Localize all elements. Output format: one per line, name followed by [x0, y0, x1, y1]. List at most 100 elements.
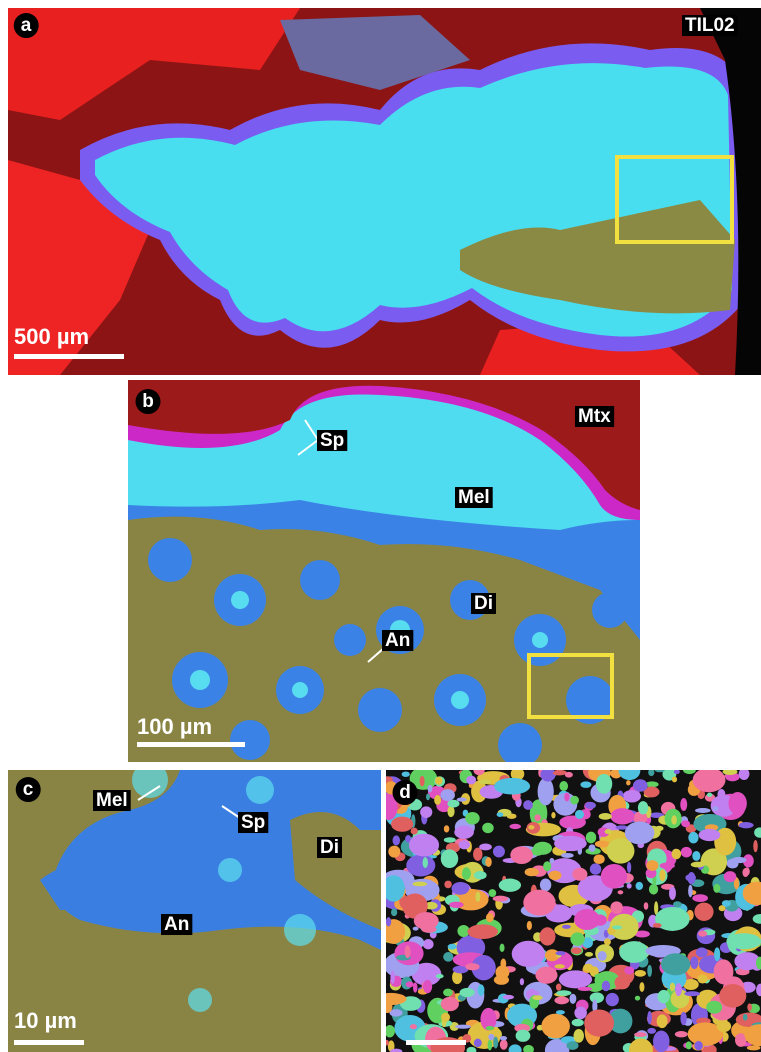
grain [441, 997, 459, 1011]
grain [406, 854, 435, 876]
grain [571, 947, 582, 954]
grain [707, 793, 712, 797]
grain [467, 924, 497, 939]
grain [660, 862, 675, 868]
grain [528, 825, 534, 829]
grain [421, 926, 436, 933]
grain [694, 1041, 703, 1050]
grain [596, 774, 612, 794]
grain [493, 1037, 498, 1049]
grain [520, 978, 524, 985]
grain [570, 932, 584, 945]
grain [747, 1003, 752, 1011]
grain [541, 1014, 570, 1039]
grain [554, 836, 587, 851]
annotation: Sp [320, 430, 344, 451]
grain [714, 947, 720, 961]
grain [670, 983, 675, 992]
grain [503, 995, 514, 1000]
grain [692, 851, 700, 861]
grain [712, 806, 718, 811]
panel-label: d [399, 782, 411, 803]
grain [728, 792, 746, 815]
grain [686, 1041, 692, 1049]
grain [688, 885, 692, 897]
grain [441, 1013, 450, 1022]
annotation: An [164, 914, 189, 935]
grain [473, 765, 484, 775]
grain [672, 777, 677, 783]
grain [694, 903, 713, 921]
grain [583, 964, 593, 972]
grain [653, 1031, 670, 1052]
annotation: Mel [458, 487, 490, 508]
grain [594, 974, 605, 979]
grain [488, 889, 496, 897]
grain [586, 832, 596, 844]
grain [595, 841, 610, 848]
grain [739, 822, 754, 828]
annotation: Mtx [578, 406, 611, 427]
grain [488, 1034, 494, 1040]
grain [423, 980, 432, 993]
grain [390, 971, 395, 984]
grain [572, 868, 587, 881]
grain [543, 861, 551, 871]
grain [500, 1039, 508, 1049]
grain [674, 769, 680, 774]
annotation: Di [320, 837, 339, 858]
grain [655, 768, 665, 772]
grain [474, 871, 487, 880]
grain [555, 951, 565, 955]
grain [717, 1020, 731, 1032]
grain [688, 832, 698, 844]
grain [539, 927, 555, 945]
grain [486, 913, 494, 922]
grain [500, 1036, 507, 1040]
grain [601, 864, 627, 889]
grain [644, 902, 649, 909]
grain [680, 798, 687, 811]
grain [402, 771, 410, 777]
grain [479, 844, 492, 851]
grain [465, 963, 479, 970]
grain [691, 862, 705, 868]
grain [699, 829, 721, 841]
grain [574, 909, 600, 930]
grain [475, 892, 480, 902]
grain [672, 849, 682, 860]
grain [590, 992, 604, 1003]
grain [639, 982, 644, 992]
figure: a TIL02 500 µm b Sp Mtx Mel Di An 100 µm… [0, 0, 761, 1052]
grain [590, 863, 601, 874]
panel-label: c [23, 779, 34, 800]
grain [680, 1012, 686, 1025]
grain [496, 965, 510, 979]
grain [410, 1024, 417, 1029]
grain [426, 793, 430, 800]
grain [452, 882, 470, 895]
grain [598, 951, 607, 961]
grain [411, 828, 418, 835]
grain [634, 1032, 647, 1037]
grain [460, 988, 475, 997]
grain [625, 822, 655, 845]
grain [599, 813, 612, 820]
grain [627, 862, 631, 873]
grain [661, 953, 690, 975]
grain [744, 867, 749, 875]
grain [457, 798, 467, 802]
grain [743, 1014, 748, 1021]
grain [657, 1014, 668, 1028]
grain [724, 871, 737, 882]
grain [685, 874, 696, 881]
grain [556, 990, 571, 995]
grain [739, 768, 750, 780]
grain [465, 812, 480, 825]
grain [675, 1031, 688, 1037]
grain [619, 761, 641, 780]
grain [447, 800, 459, 808]
grain [726, 933, 761, 949]
grain [690, 956, 698, 969]
grain [510, 846, 533, 864]
